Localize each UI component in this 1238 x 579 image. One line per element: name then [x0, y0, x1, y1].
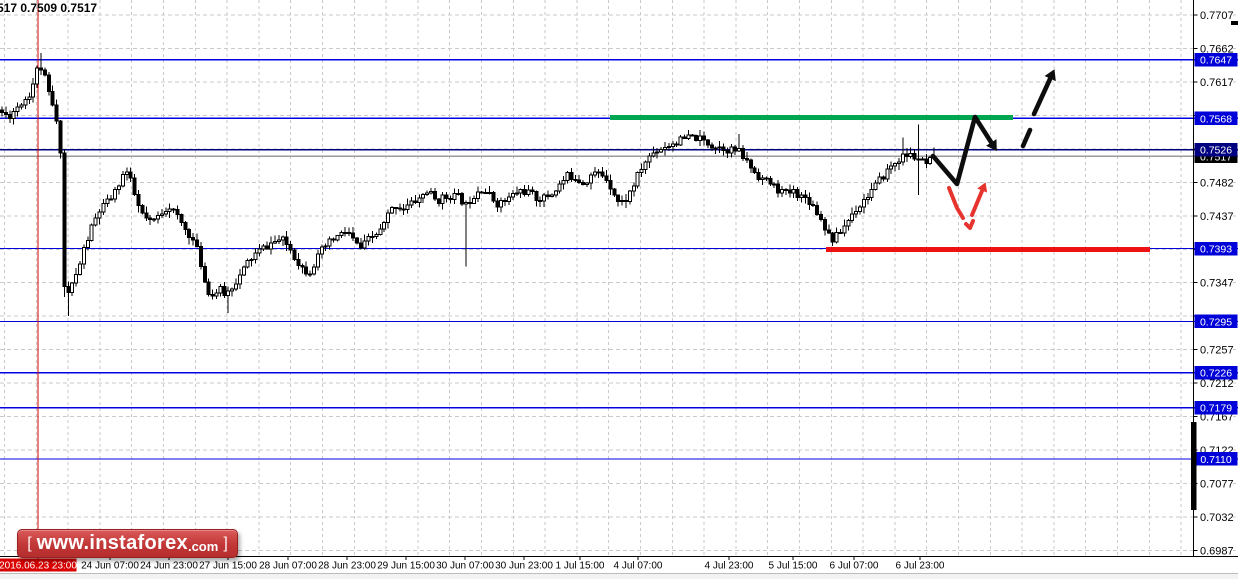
price-axis-label: 0.7077 [1200, 479, 1234, 491]
price-axis-label: 0.7347 [1200, 278, 1234, 290]
time-axis-label: 24 Jun 07:00 [81, 561, 139, 572]
price-tag-text: 0.7568 [1200, 113, 1232, 125]
time-axis-label: 28 Jun 07:00 [259, 561, 317, 572]
price-tag-0.7647[interactable] [1194, 52, 1238, 67]
right-bracket: ] [223, 534, 228, 552]
time-axis-label: 5 Jul 15:00 [769, 561, 818, 572]
price-axis-label: 0.6987 [1200, 545, 1234, 557]
price-axis-label: 0.7032 [1200, 512, 1234, 524]
price-axis-label: 0.7707 [1200, 10, 1234, 22]
time-axis-label: 28 Jun 23:00 [318, 561, 376, 572]
time-axis-label: 2016.06.23 23:00 [0, 561, 77, 572]
black-arrow-dash[interactable] [1020, 127, 1033, 149]
time-axis-label: 4 Jul 07:00 [614, 561, 663, 572]
price-tag-text: 0.7295 [1200, 316, 1232, 328]
grid [0, 0, 1238, 556]
instaforex-watermark: [ www.instaforex .com ] [17, 529, 238, 558]
time-axis: 2016.06.23 23:00 24 Jun 07:00 24 Jun 23:00… [0, 556, 1238, 572]
candles [0, 52, 937, 317]
price-tag-0.7393[interactable] [1194, 241, 1238, 256]
price-axis-label: 0.7212 [1200, 378, 1234, 390]
time-highlight [0, 558, 77, 572]
black-zigzag-arrow[interactable] [930, 114, 994, 187]
time-axis-label: 1 Jul 15:00 [556, 561, 605, 572]
red-down-stroke[interactable] [947, 186, 965, 220]
time-axis-label: 6 Jul 23:00 [896, 561, 945, 572]
price-lines [0, 0, 1238, 556]
price-tag-0.7179[interactable] [1194, 400, 1238, 415]
price-axis-label: 0.7662 [1200, 43, 1234, 55]
time-axis-label: 27 Jun 15:00 [199, 561, 257, 572]
axis-top-dash [1231, 21, 1238, 25]
time-axis-label: 4 Jul 23:00 [705, 561, 754, 572]
price-tag-text: 0.7110 [1200, 454, 1231, 466]
logo-text: www.instaforex [36, 532, 188, 554]
price-tag-0.7526[interactable] [1194, 142, 1238, 157]
price-axis-label: 0.7617 [1200, 77, 1234, 89]
price-tag-0.7295[interactable] [1194, 314, 1238, 329]
black-up-arrow[interactable] [1031, 76, 1053, 117]
price-tag-text: 0.7647 [1200, 55, 1232, 67]
price-tag-text: 0.7526 [1200, 145, 1232, 157]
window-edge [0, 573, 1238, 579]
red-hook-stroke[interactable] [964, 219, 975, 230]
left-bracket: [ [27, 534, 32, 552]
price-axis: 0.7707 0.7662 0.7617 0.7482 0.7437 0.7347 0.72… [1191, 0, 1238, 557]
logo-domain: .com [187, 538, 219, 554]
time-axis-label: 30 Jun 07:00 [436, 561, 494, 572]
price-tag-0.7226[interactable] [1194, 365, 1238, 380]
price-tag-0.7568[interactable] [1194, 111, 1238, 126]
price-tag-text: 0.7179 [1200, 403, 1232, 415]
axis-side-bar [1191, 422, 1197, 510]
ohlc-readout: 517 0.7509 0.7517 [0, 1, 98, 15]
time-axis-label: 30 Jun 23:00 [495, 561, 553, 572]
price-axis-label: 0.7167 [1200, 412, 1234, 424]
time-axis-label: 6 Jul 07:00 [830, 561, 879, 572]
drawn-annotations [930, 69, 1056, 230]
price-tag-0.7110[interactable] [1194, 452, 1238, 466]
price-axis-label: 0.7257 [1200, 345, 1234, 357]
price-axis-label: 0.7482 [1200, 177, 1234, 189]
time-axis-label: 29 Jun 15:00 [377, 561, 435, 572]
time-axis-label: 24 Jun 23:00 [140, 561, 198, 572]
price-tag-text: 0.7393 [1200, 244, 1232, 256]
red-up-arrow[interactable] [970, 189, 984, 217]
price-axis-label: 0.7437 [1200, 211, 1234, 223]
price-tag-text: 0.7226 [1200, 368, 1232, 380]
